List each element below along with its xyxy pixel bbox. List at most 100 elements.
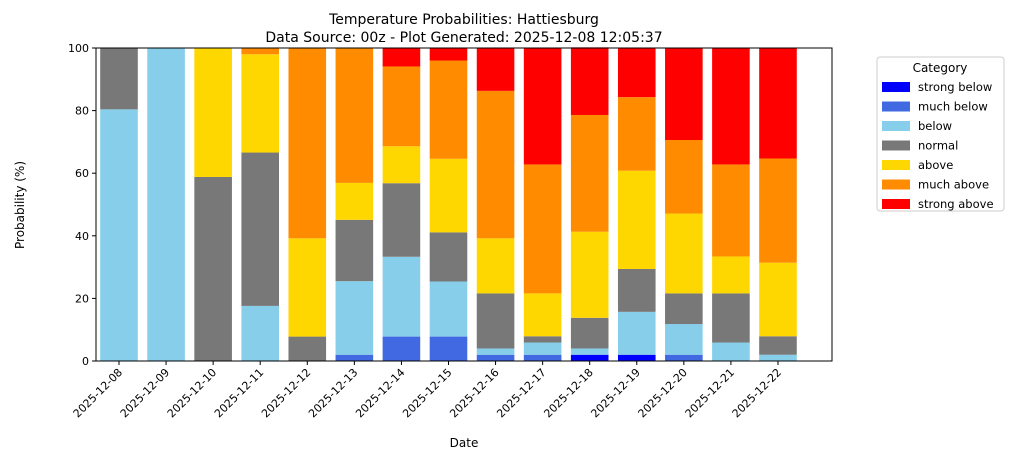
bar-below-2025-12-20 <box>665 324 703 355</box>
legend-swatch <box>882 140 910 151</box>
bar-above-2025-12-19 <box>617 170 656 269</box>
legend-label: normal <box>918 139 958 153</box>
bar-above-2025-12-22 <box>759 262 797 337</box>
bar-normal-2025-12-10 <box>194 176 232 361</box>
bar-normal-2025-12-11 <box>241 152 280 306</box>
bar-much-below-2025-12-15 <box>429 336 468 361</box>
bar-above-2025-12-15 <box>429 158 468 233</box>
bar-much-above-2025-12-11 <box>241 48 280 55</box>
legend-label: much below <box>918 100 988 114</box>
bar-below-2025-12-19 <box>617 311 656 355</box>
legend-frame <box>876 56 1005 212</box>
bar-much-above-2025-12-19 <box>617 97 656 171</box>
bar-much-above-2025-12-12 <box>288 48 327 239</box>
bar-above-2025-12-13 <box>335 182 374 220</box>
legend-label: much above <box>918 178 989 192</box>
bar-normal-2025-12-20 <box>665 293 703 325</box>
y-tick-label: 80 <box>75 105 89 118</box>
bar-strong-above-2025-12-18 <box>570 47 609 115</box>
legend-swatch <box>882 199 910 209</box>
bar-normal-2025-12-18 <box>570 317 609 349</box>
bar-normal-2025-12-08 <box>100 48 138 110</box>
legend-label: below <box>918 119 952 133</box>
y-tick-label: 100 <box>68 42 89 55</box>
plot-frame <box>95 47 833 362</box>
chart-subtitle: Data Source: 00z - Plot Generated: 2025-… <box>265 30 662 46</box>
x-tick-label: 2025-12-22 <box>730 366 784 420</box>
y-tick-label: 20 <box>75 292 89 305</box>
bar-normal-2025-12-14 <box>382 183 421 257</box>
bar-strong-above-2025-12-14 <box>382 48 421 67</box>
bar-below-2025-12-17 <box>523 342 562 355</box>
bar-strong-above-2025-12-17 <box>523 47 562 165</box>
x-tick-label: 2025-12-17 <box>494 366 548 420</box>
bar-below-2025-12-13 <box>335 281 374 355</box>
x-tick-label: 2025-12-16 <box>447 366 501 420</box>
x-tick-label: 2025-12-13 <box>306 366 360 420</box>
legend-label: above <box>918 158 953 172</box>
bar-strong-above-2025-12-19 <box>617 48 656 98</box>
bar-normal-2025-12-19 <box>617 268 656 312</box>
x-axis-label: Date <box>450 436 479 450</box>
bar-strong-above-2025-12-15 <box>429 48 468 61</box>
bar-much-above-2025-12-22 <box>759 158 797 263</box>
bar-much-above-2025-12-15 <box>429 60 468 159</box>
y-axis: 0 20 40 60 80 100 <box>68 42 96 368</box>
bar-above-2025-12-20 <box>665 213 703 294</box>
bar-above-2025-12-21 <box>712 256 750 294</box>
bar-above-2025-12-12 <box>288 238 327 337</box>
legend-swatch <box>882 82 910 92</box>
bar-above-2025-12-17 <box>523 293 562 337</box>
bar-much-below-2025-12-16 <box>476 354 515 361</box>
bar-below-2025-12-15 <box>429 281 468 337</box>
x-axis: 2025-12-082025-12-092025-12-102025-12-11… <box>71 361 784 420</box>
chart-title: Temperature Probabilities: Hattiesburg <box>328 12 599 28</box>
legend-title: Category <box>913 61 968 75</box>
bar-below-2025-12-09 <box>147 48 185 361</box>
bar-strong-above-2025-12-21 <box>712 47 750 165</box>
bar-much-above-2025-12-13 <box>335 48 374 183</box>
bar-above-2025-12-16 <box>476 238 515 294</box>
legend-swatch <box>882 179 910 190</box>
bar-normal-2025-12-22 <box>759 336 797 355</box>
bar-much-above-2025-12-21 <box>712 164 750 257</box>
x-tick-label: 2025-12-12 <box>259 366 313 420</box>
bar-strong-below-2025-12-18 <box>570 354 609 361</box>
bar-below-2025-12-21 <box>712 342 750 361</box>
bar-strong-above-2025-12-16 <box>476 48 515 91</box>
legend-swatch <box>882 121 910 131</box>
y-axis-label: Probability (%) <box>13 161 27 249</box>
bar-above-2025-12-10 <box>194 48 232 177</box>
bar-normal-2025-12-15 <box>429 232 468 282</box>
bar-much-above-2025-12-14 <box>382 66 421 147</box>
bar-much-below-2025-12-20 <box>665 354 703 361</box>
bar-normal-2025-12-21 <box>712 293 750 343</box>
bar-above-2025-12-14 <box>382 146 421 184</box>
bars <box>100 47 797 362</box>
bar-strong-above-2025-12-20 <box>665 48 703 141</box>
x-tick-label: 2025-12-21 <box>683 366 737 420</box>
x-tick-label: 2025-12-11 <box>212 366 266 420</box>
x-tick-label: 2025-12-09 <box>118 366 172 420</box>
bar-above-2025-12-11 <box>241 54 280 153</box>
bar-normal-2025-12-13 <box>335 219 374 282</box>
y-tick-label: 0 <box>82 355 89 368</box>
bar-strong-below-2025-12-19 <box>617 354 656 361</box>
bar-below-2025-12-08 <box>100 109 138 362</box>
legend-swatch <box>882 101 910 112</box>
legend: Category strong below much below below norm… <box>876 56 1005 212</box>
bar-normal-2025-12-12 <box>288 336 327 361</box>
bar-much-above-2025-12-18 <box>570 114 609 232</box>
bar-below-2025-12-18 <box>570 348 609 355</box>
x-tick-label: 2025-12-08 <box>71 366 125 420</box>
bar-above-2025-12-18 <box>570 231 609 318</box>
bar-much-below-2025-12-17 <box>523 354 562 361</box>
x-tick-label: 2025-12-15 <box>400 366 454 420</box>
bar-normal-2025-12-17 <box>523 336 562 343</box>
x-tick-label: 2025-12-10 <box>165 366 219 420</box>
legend-swatch <box>882 160 910 170</box>
bar-strong-above-2025-12-22 <box>759 48 797 159</box>
x-tick-label: 2025-12-18 <box>541 366 595 420</box>
bar-much-below-2025-12-13 <box>335 354 374 361</box>
